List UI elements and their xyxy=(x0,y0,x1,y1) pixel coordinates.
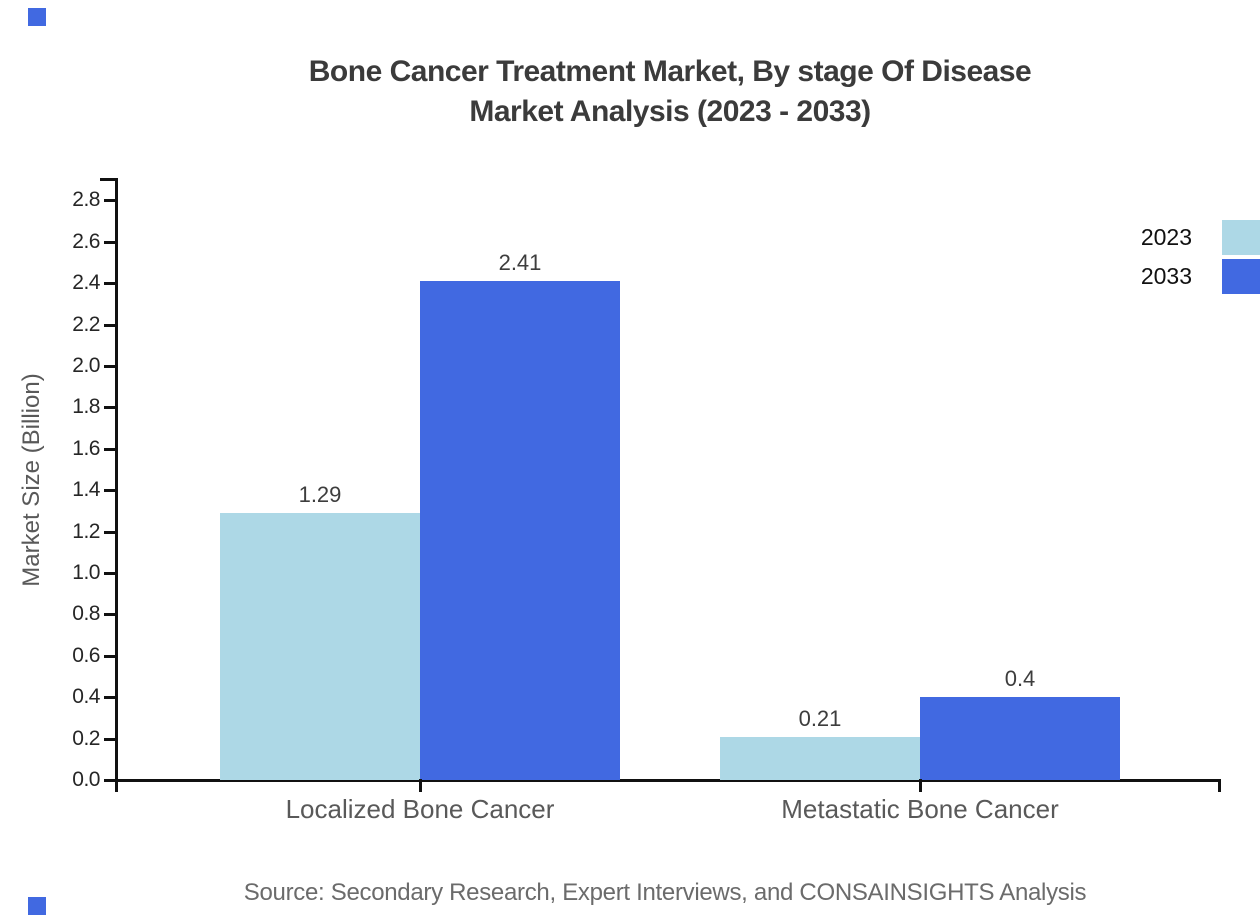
y-tick-label: 1.0 xyxy=(72,561,100,584)
y-tick-mark xyxy=(104,406,117,410)
y-tick-label: 2.6 xyxy=(72,229,100,253)
y-tick-mark xyxy=(104,696,117,700)
y-tick-mark xyxy=(104,737,117,741)
y-tick-label: 2.4 xyxy=(72,271,100,295)
y-tick-label: 2.8 xyxy=(72,188,100,212)
corner-marker-top-left xyxy=(28,8,46,26)
bar-2033-localized xyxy=(420,281,620,780)
y-tick-mark xyxy=(104,282,117,286)
x-category-tick xyxy=(919,779,922,792)
chart-title-line1: Bone Cancer Treatment Market, By stage O… xyxy=(308,55,1032,88)
y-tick-label: 1.6 xyxy=(72,436,100,460)
y-tick-mark xyxy=(104,613,117,617)
y-tick-mark xyxy=(104,365,117,368)
y-tick-label: 0.0 xyxy=(72,768,100,791)
y-tick-label: 0.4 xyxy=(72,685,100,709)
y-tick-mark xyxy=(104,530,117,534)
x-axis-line xyxy=(115,779,1221,782)
legend-label: 2023 xyxy=(1140,224,1192,250)
legend-item-2023: 2023 xyxy=(1141,220,1260,255)
y-tick-mark xyxy=(104,779,117,782)
y-tick-label: 1.8 xyxy=(72,395,100,419)
y-tick-mark xyxy=(104,489,117,493)
y-axis-spine xyxy=(115,178,118,792)
legend-label: 2033 xyxy=(1140,263,1192,289)
y-axis-top-end-tick xyxy=(100,178,118,181)
y-tick-label: 2.2 xyxy=(72,312,100,336)
category-label: Localized Bone Cancer xyxy=(285,794,555,824)
bar-value-label: 1.29 xyxy=(298,481,342,507)
bar-2023-metastatic xyxy=(720,736,920,780)
y-tick-mark xyxy=(104,240,117,244)
y-tick-mark xyxy=(104,654,117,658)
bar-2033-metastatic xyxy=(920,697,1120,780)
y-tick-mark xyxy=(104,323,117,327)
legend-swatch xyxy=(1222,220,1260,255)
legend-item-2033: 2033 xyxy=(1141,259,1260,294)
x-category-tick xyxy=(419,779,422,792)
source-attribution: Source: Secondary Research, Expert Inter… xyxy=(243,879,1087,906)
legend-swatch xyxy=(1222,259,1260,294)
y-tick-label: 2.0 xyxy=(72,354,100,377)
chart-title: Bone Cancer Treatment Market, By stage O… xyxy=(80,52,1260,132)
category-label: Metastatic Bone Cancer xyxy=(781,794,1059,824)
bar-value-label: 0.21 xyxy=(798,705,842,731)
y-tick-mark xyxy=(104,572,117,575)
y-tick-label: 0.2 xyxy=(72,726,100,750)
chart-title-line2: Market Analysis (2023 - 2033) xyxy=(469,95,871,128)
bar-2023-localized xyxy=(220,512,420,780)
corner-marker-bottom-left xyxy=(28,897,46,915)
y-tick-label: 1.4 xyxy=(72,478,100,502)
bar-value-label: 2.41 xyxy=(498,250,542,276)
y-tick-label: 0.8 xyxy=(72,602,100,626)
bar-value-label: 0.4 xyxy=(1004,666,1036,692)
x-axis-end-tick xyxy=(1218,779,1221,792)
y-tick-mark xyxy=(104,199,117,203)
y-tick-label: 1.2 xyxy=(72,519,100,543)
y-tick-mark xyxy=(104,447,117,451)
y-tick-label: 0.6 xyxy=(72,643,100,667)
